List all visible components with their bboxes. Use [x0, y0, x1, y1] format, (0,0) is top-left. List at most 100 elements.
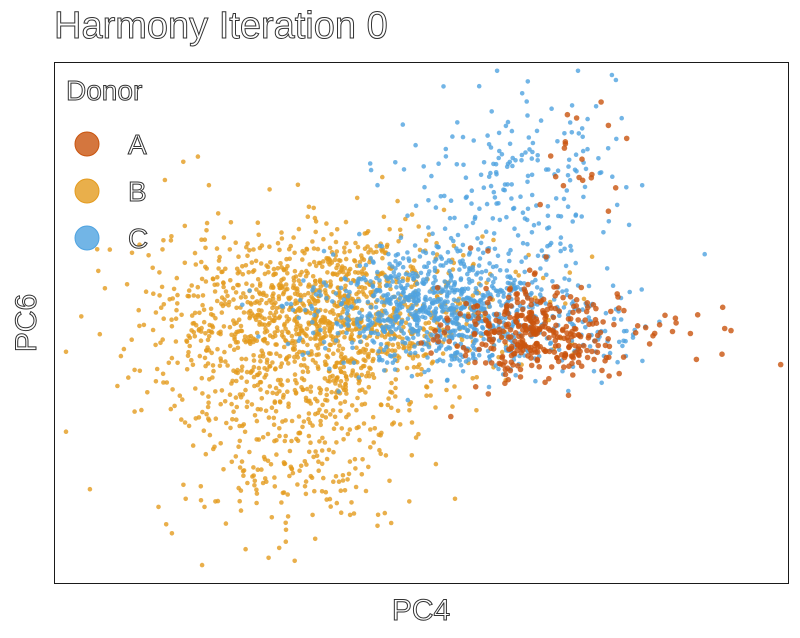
point-A [562, 350, 568, 357]
point-C [455, 120, 460, 125]
point-B [263, 408, 269, 414]
point-B [371, 440, 377, 445]
point-B [233, 454, 239, 459]
point-C [505, 119, 511, 125]
point-B [338, 401, 343, 406]
point-B [150, 265, 155, 271]
point-A [519, 312, 525, 319]
point-B [428, 393, 433, 398]
point-B [314, 453, 320, 459]
point-C [433, 205, 439, 210]
point-C [391, 270, 397, 275]
point-C [426, 367, 431, 373]
point-C [378, 342, 384, 347]
point-C [321, 248, 327, 254]
point-A [594, 349, 601, 356]
point-B [292, 372, 298, 377]
point-B [223, 521, 229, 526]
point-C [461, 289, 467, 294]
point-B [221, 324, 227, 329]
point-B [450, 404, 455, 409]
point-C [365, 317, 371, 323]
point-B [301, 419, 307, 424]
point-A [520, 347, 526, 354]
point-B [224, 420, 229, 426]
point-C [316, 309, 321, 314]
point-C [366, 323, 372, 329]
point-C [392, 294, 398, 300]
point-B [338, 369, 344, 374]
point-C [405, 282, 410, 288]
point-B [255, 277, 261, 282]
point-C [519, 158, 524, 163]
point-C [415, 274, 420, 279]
point-B [322, 359, 328, 365]
point-C [296, 338, 302, 344]
point-C [470, 265, 476, 270]
point-C [457, 267, 462, 272]
point-C [496, 201, 501, 206]
point-B [328, 279, 333, 284]
point-A [487, 295, 493, 302]
series-B-points [63, 154, 595, 568]
point-B [382, 510, 388, 516]
point-C [501, 187, 506, 192]
point-C [544, 272, 549, 278]
point-C [313, 292, 319, 297]
point-B [197, 353, 203, 359]
point-B [201, 307, 207, 313]
point-B [395, 198, 400, 204]
point-B [277, 399, 283, 404]
point-A [650, 333, 656, 339]
point-B [196, 415, 202, 420]
point-C [374, 287, 380, 293]
point-C [386, 251, 391, 257]
point-C [611, 316, 617, 322]
point-C [375, 331, 381, 337]
point-B [335, 262, 341, 268]
point-C [416, 298, 421, 303]
point-C [405, 397, 411, 403]
point-B [365, 244, 370, 249]
point-A [573, 115, 580, 121]
point-B [444, 387, 449, 393]
point-C [486, 174, 492, 179]
point-B [233, 240, 238, 245]
point-B [388, 389, 393, 395]
plot-panel-border [54, 62, 789, 584]
point-A [560, 182, 567, 189]
point-B [278, 377, 284, 383]
point-B [189, 283, 194, 288]
point-C [345, 293, 351, 299]
point-C [488, 170, 493, 176]
point-A [579, 156, 585, 162]
point-B [215, 498, 221, 504]
point-B [252, 478, 258, 484]
point-C [431, 286, 436, 291]
point-C [465, 271, 470, 277]
point-B [340, 346, 346, 352]
point-A [490, 336, 496, 343]
point-C [458, 248, 463, 254]
point-B [338, 276, 344, 282]
point-A [693, 356, 700, 363]
point-C [582, 184, 588, 190]
point-B [239, 375, 244, 380]
point-C [520, 210, 526, 215]
point-B [312, 536, 318, 542]
point-B [185, 353, 191, 359]
point-A [588, 175, 595, 181]
point-B [234, 329, 239, 335]
point-C [568, 243, 573, 249]
point-C [357, 263, 363, 269]
point-C [499, 303, 504, 308]
point-B [282, 321, 287, 327]
point-C [497, 299, 502, 304]
point-B [338, 510, 344, 515]
point-B [345, 477, 350, 482]
point-C [413, 317, 418, 322]
point-A [561, 335, 567, 342]
point-B [277, 426, 282, 431]
point-C [447, 215, 453, 221]
point-B [306, 416, 311, 422]
